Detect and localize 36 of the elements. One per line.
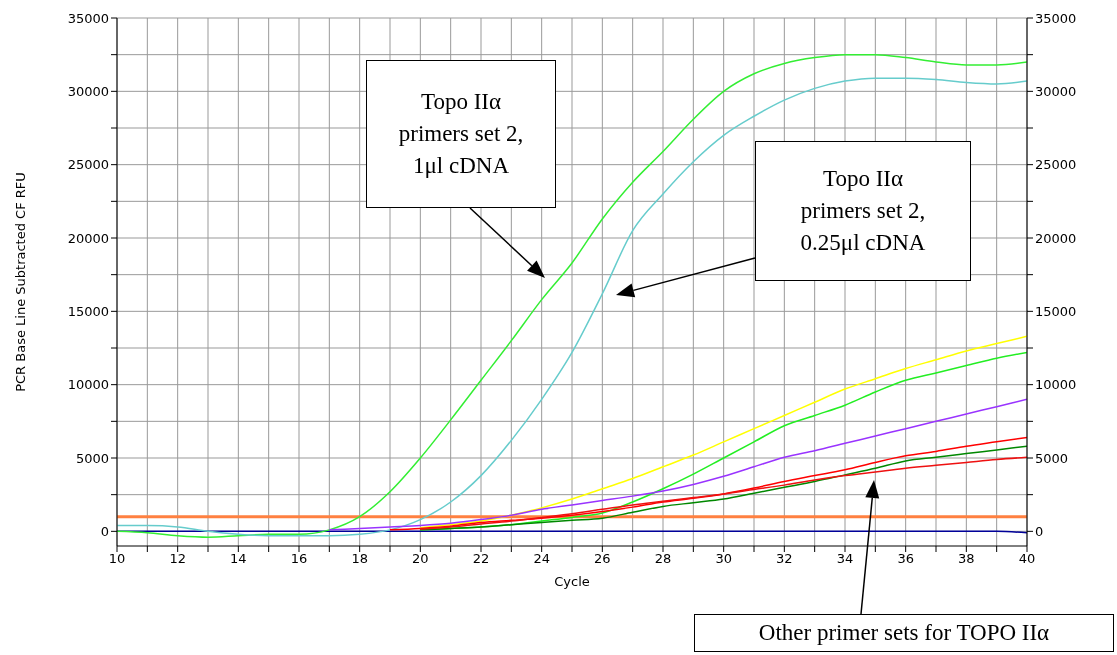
y2-tick-label: 15000 xyxy=(1035,303,1077,319)
y-tick-label: 15000 xyxy=(67,303,109,319)
y2-tick-label: 20000 xyxy=(1035,230,1077,246)
x-tick-label: 18 xyxy=(351,551,368,567)
y2-tick-label: 10000 xyxy=(1035,377,1077,393)
annotation: Topo IIα primers set 2, 1μl cDNA xyxy=(397,88,525,180)
y-tick-label: 0 xyxy=(100,523,109,539)
y-tick-label: 35000 xyxy=(67,10,109,26)
y-axis-title: PCR Base Line Subtracted CF RFU xyxy=(12,172,28,392)
x-tick-label: 12 xyxy=(169,551,186,567)
annotation: Topo IIα primers set 2, 0.25μl cDNA xyxy=(799,165,927,257)
y-tick-label: 30000 xyxy=(67,83,109,99)
x-tick-label: 30 xyxy=(715,551,732,567)
x-tick-label: 24 xyxy=(533,551,550,567)
y2-tick-label: 25000 xyxy=(1035,157,1077,173)
x-tick-label: 32 xyxy=(776,551,793,567)
x-tick-label: 38 xyxy=(958,551,975,567)
x-tick-label: 22 xyxy=(472,551,490,567)
y-tick-label: 25000 xyxy=(67,157,109,173)
x-tick-label: 34 xyxy=(836,551,854,567)
y-tick-label: 5000 xyxy=(75,450,109,466)
x-tick-label: 16 xyxy=(290,551,308,567)
y2-tick-label: 0 xyxy=(1035,523,1044,539)
x-tick-label: 28 xyxy=(654,551,672,567)
x-tick-label: 14 xyxy=(230,551,247,567)
x-tick-label: 26 xyxy=(594,551,611,567)
x-tick-label: 10 xyxy=(108,551,126,567)
y-tick-label: 10000 xyxy=(67,377,109,393)
x-tick-label: 36 xyxy=(897,551,914,567)
y2-tick-label: 30000 xyxy=(1035,83,1077,99)
y2-tick-label: 35000 xyxy=(1035,10,1077,26)
x-tick-label: 40 xyxy=(1018,551,1036,567)
x-tick-label: 20 xyxy=(412,551,429,567)
y-tick-label: 20000 xyxy=(67,230,109,246)
x-axis-title: Cycle xyxy=(554,574,590,589)
y2-tick-label: 5000 xyxy=(1035,450,1069,466)
